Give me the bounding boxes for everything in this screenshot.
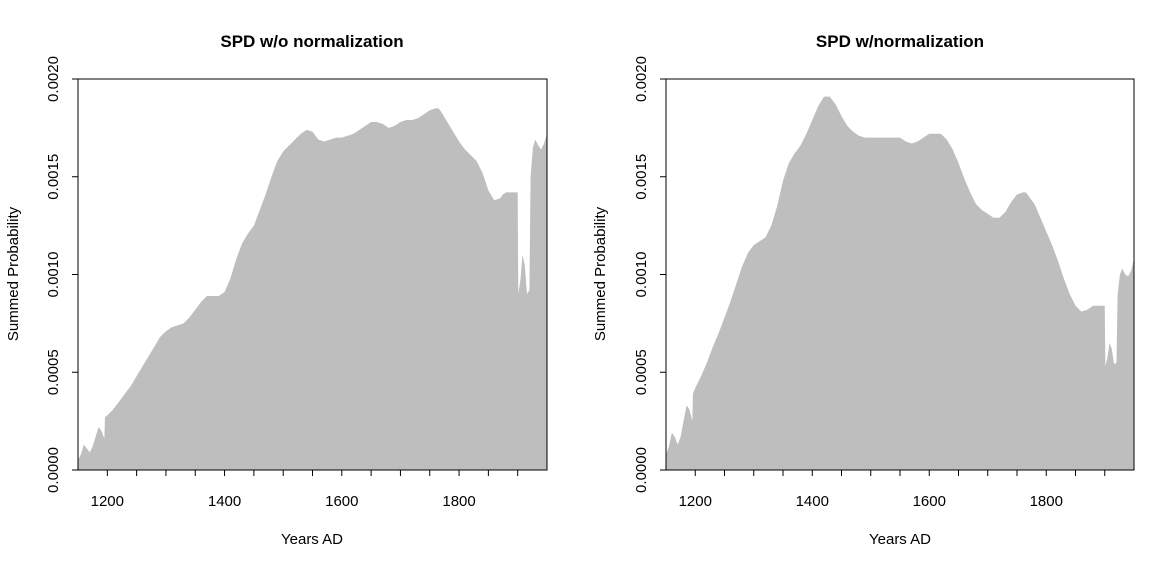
x-tick-label: 1600: [913, 493, 946, 510]
x-tick-label: 1600: [325, 493, 358, 510]
chart-title-right: SPD w/normalization: [816, 32, 984, 51]
x-tick-label: 1800: [442, 493, 475, 510]
x-tick-label: 1200: [91, 493, 124, 510]
chart-title-left: SPD w/o normalization: [220, 32, 403, 51]
y-tick-label: 0.0010: [45, 252, 62, 298]
chart-panel-right: SPD w/normalization 1200 1400 1600 1800 Yea…: [592, 32, 1135, 548]
y-tick-label: 0.0010: [633, 252, 650, 298]
x-axis-right: 1200 1400 1600 1800 Years AD: [679, 469, 1106, 548]
x-tick-label: 1200: [679, 493, 712, 510]
y-axis-label-left: Summed Probability: [5, 206, 22, 341]
x-tick-label: 1800: [1030, 493, 1063, 510]
y-axis-left: 0.0000 0.0005 0.0010 0.0015 0.0020 Summed Pr…: [5, 56, 79, 493]
plot-area-left: [77, 78, 548, 471]
area-series-right: [666, 96, 1134, 470]
y-tick-label: 0.0005: [633, 349, 650, 395]
area-series-left: [78, 108, 547, 470]
x-axis-label-left: Years AD: [281, 531, 343, 548]
y-tick-label: 0.0015: [633, 154, 650, 200]
x-tick-label: 1400: [796, 493, 829, 510]
x-tick-label: 1400: [208, 493, 241, 510]
y-tick-label: 0.0000: [45, 447, 62, 493]
y-tick-label: 0.0005: [45, 349, 62, 395]
y-tick-label: 0.0000: [633, 447, 650, 493]
x-axis-label-right: Years AD: [869, 531, 931, 548]
y-tick-label: 0.0020: [45, 56, 62, 102]
plot-area-right: [665, 78, 1135, 471]
y-tick-label: 0.0020: [633, 56, 650, 102]
chart-panel-left: SPD w/o normalization 1200 1400 1600 1800 Y…: [5, 32, 548, 548]
x-axis-left: 1200 1400 1600 1800 Years AD: [91, 469, 519, 548]
y-tick-label: 0.0015: [45, 154, 62, 200]
y-axis-label-right: Summed Probability: [592, 206, 609, 341]
y-axis-right: 0.0000 0.0005 0.0010 0.0015 0.0020 Summed Pr…: [592, 56, 667, 493]
